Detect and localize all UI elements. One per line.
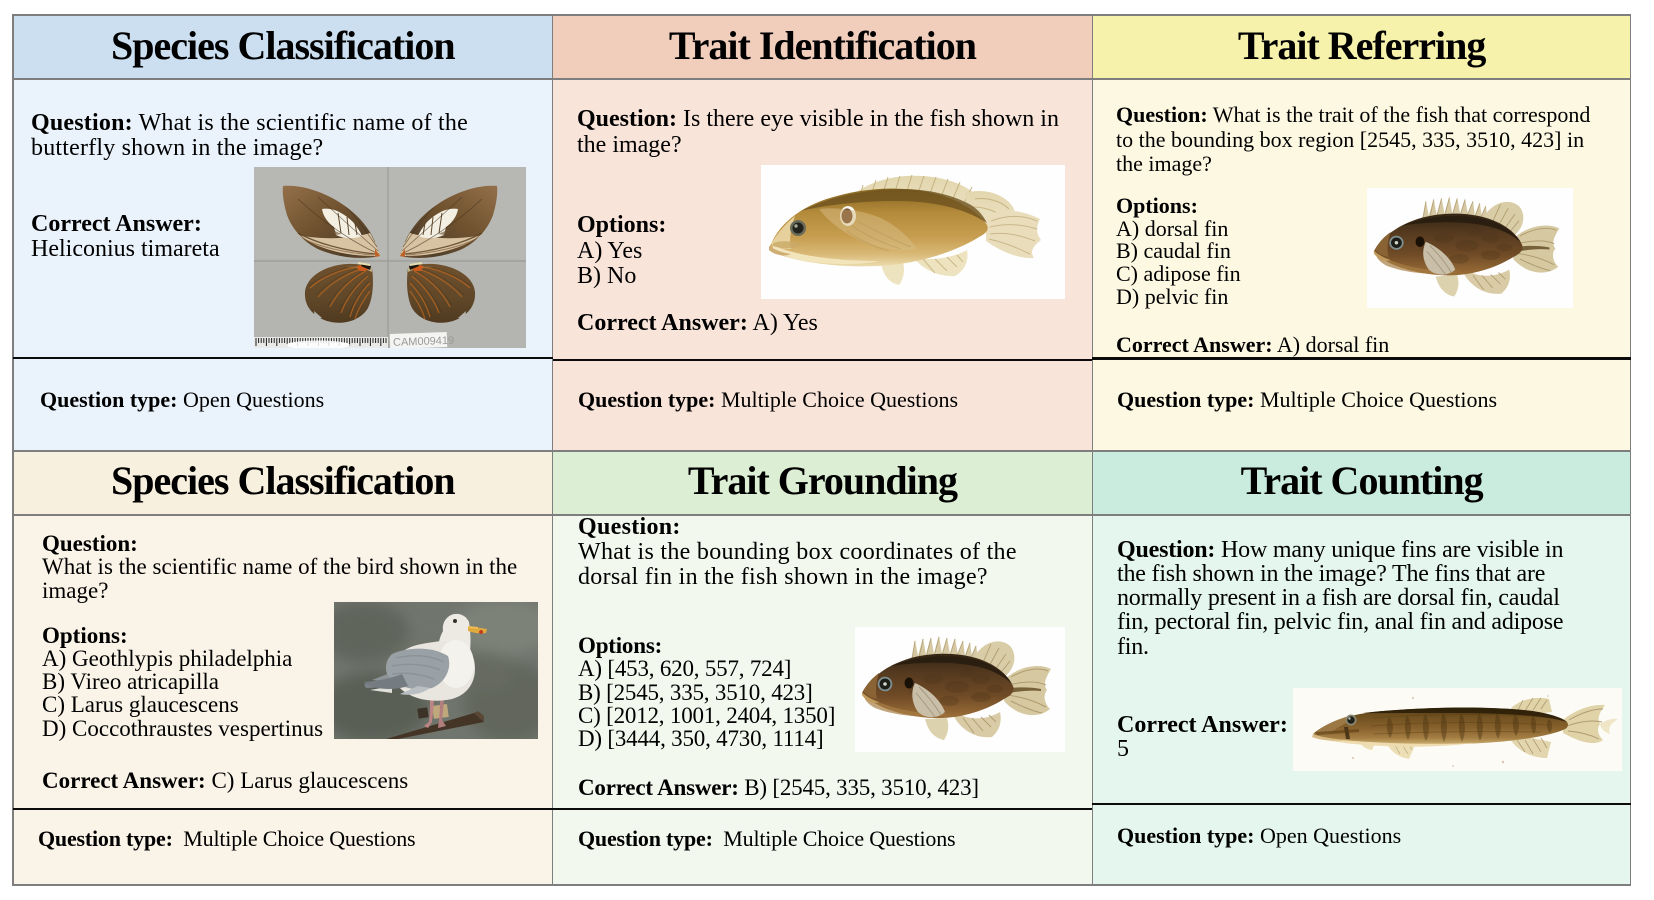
svg-text:CAM009419: CAM009419 [393, 335, 455, 348]
